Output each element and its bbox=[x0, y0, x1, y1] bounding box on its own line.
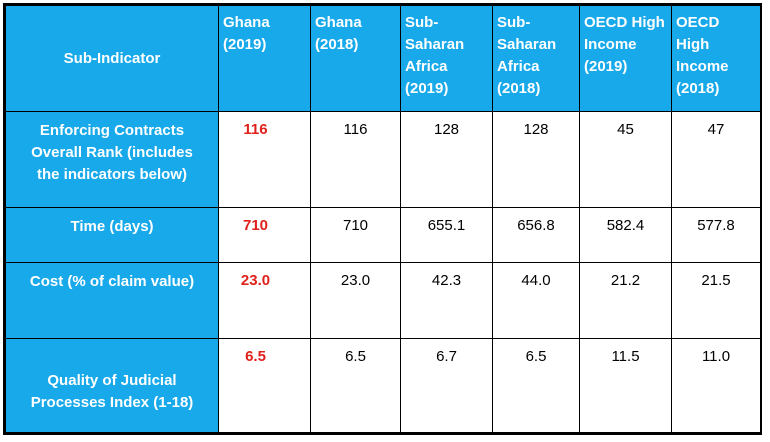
header-oecd-2018: OECD High Income (2018) bbox=[671, 5, 761, 112]
table-row: Time (days) 710 710 655.1 656.8 582.4 57… bbox=[5, 207, 761, 263]
table-row: Quality of Judicial Processes Index (1-1… bbox=[5, 338, 761, 433]
cell-oecd-2019: 11.5 bbox=[579, 338, 672, 433]
row-label-cost: Cost (% of claim value) bbox=[5, 262, 219, 339]
table-row: Cost (% of claim value) 23.0 23.0 42.3 4… bbox=[5, 262, 761, 339]
cell-ssa-2019: 6.7 bbox=[400, 338, 493, 433]
cell-ssa-2019: 42.3 bbox=[400, 262, 493, 339]
cell-ssa-2018: 128 bbox=[492, 111, 580, 208]
row-label-judicial-quality: Quality of Judicial Processes Index (1-1… bbox=[5, 338, 219, 433]
cell-ghana-2019: 710 bbox=[218, 207, 311, 263]
cell-ghana-2019: 6.5 bbox=[218, 338, 311, 433]
cell-ghana-2018: 6.5 bbox=[310, 338, 401, 433]
row-label-overall-rank: Enforcing Contracts Overall Rank (includ… bbox=[5, 111, 219, 208]
cell-oecd-2018: 21.5 bbox=[671, 262, 761, 339]
cell-oecd-2018: 47 bbox=[671, 111, 761, 208]
header-ssa-2019: Sub- Saharan Africa (2019) bbox=[400, 5, 493, 112]
header-oecd-2019: OECD High Income (2019) bbox=[579, 5, 672, 112]
header-ghana-2018: Ghana (2018) bbox=[310, 5, 401, 112]
cell-ssa-2018: 44.0 bbox=[492, 262, 580, 339]
cell-ssa-2018: 656.8 bbox=[492, 207, 580, 263]
cell-ghana-2018: 710 bbox=[310, 207, 401, 263]
cell-ghana-2019: 116 bbox=[218, 111, 311, 208]
table-frame: Sub-Indicator Ghana (2019) Ghana (2018) … bbox=[3, 3, 762, 435]
cell-ghana-2019: 23.0 bbox=[218, 262, 311, 339]
cell-ssa-2019: 655.1 bbox=[400, 207, 493, 263]
header-sub-indicator: Sub-Indicator bbox=[5, 5, 219, 112]
enforcing-contracts-table: Sub-Indicator Ghana (2019) Ghana (2018) … bbox=[5, 5, 761, 433]
cell-oecd-2018: 577.8 bbox=[671, 207, 761, 263]
cell-ssa-2019: 128 bbox=[400, 111, 493, 208]
table-row: Enforcing Contracts Overall Rank (includ… bbox=[5, 111, 761, 208]
cell-oecd-2018: 11.0 bbox=[671, 338, 761, 433]
row-label-time-days: Time (days) bbox=[5, 207, 219, 263]
cell-oecd-2019: 21.2 bbox=[579, 262, 672, 339]
header-ghana-2019: Ghana (2019) bbox=[218, 5, 311, 112]
cell-oecd-2019: 45 bbox=[579, 111, 672, 208]
header-row: Sub-Indicator Ghana (2019) Ghana (2018) … bbox=[5, 5, 761, 112]
cell-ghana-2018: 116 bbox=[310, 111, 401, 208]
cell-oecd-2019: 582.4 bbox=[579, 207, 672, 263]
cell-ssa-2018: 6.5 bbox=[492, 338, 580, 433]
cell-ghana-2018: 23.0 bbox=[310, 262, 401, 339]
header-ssa-2018: Sub- Saharan Africa (2018) bbox=[492, 5, 580, 112]
